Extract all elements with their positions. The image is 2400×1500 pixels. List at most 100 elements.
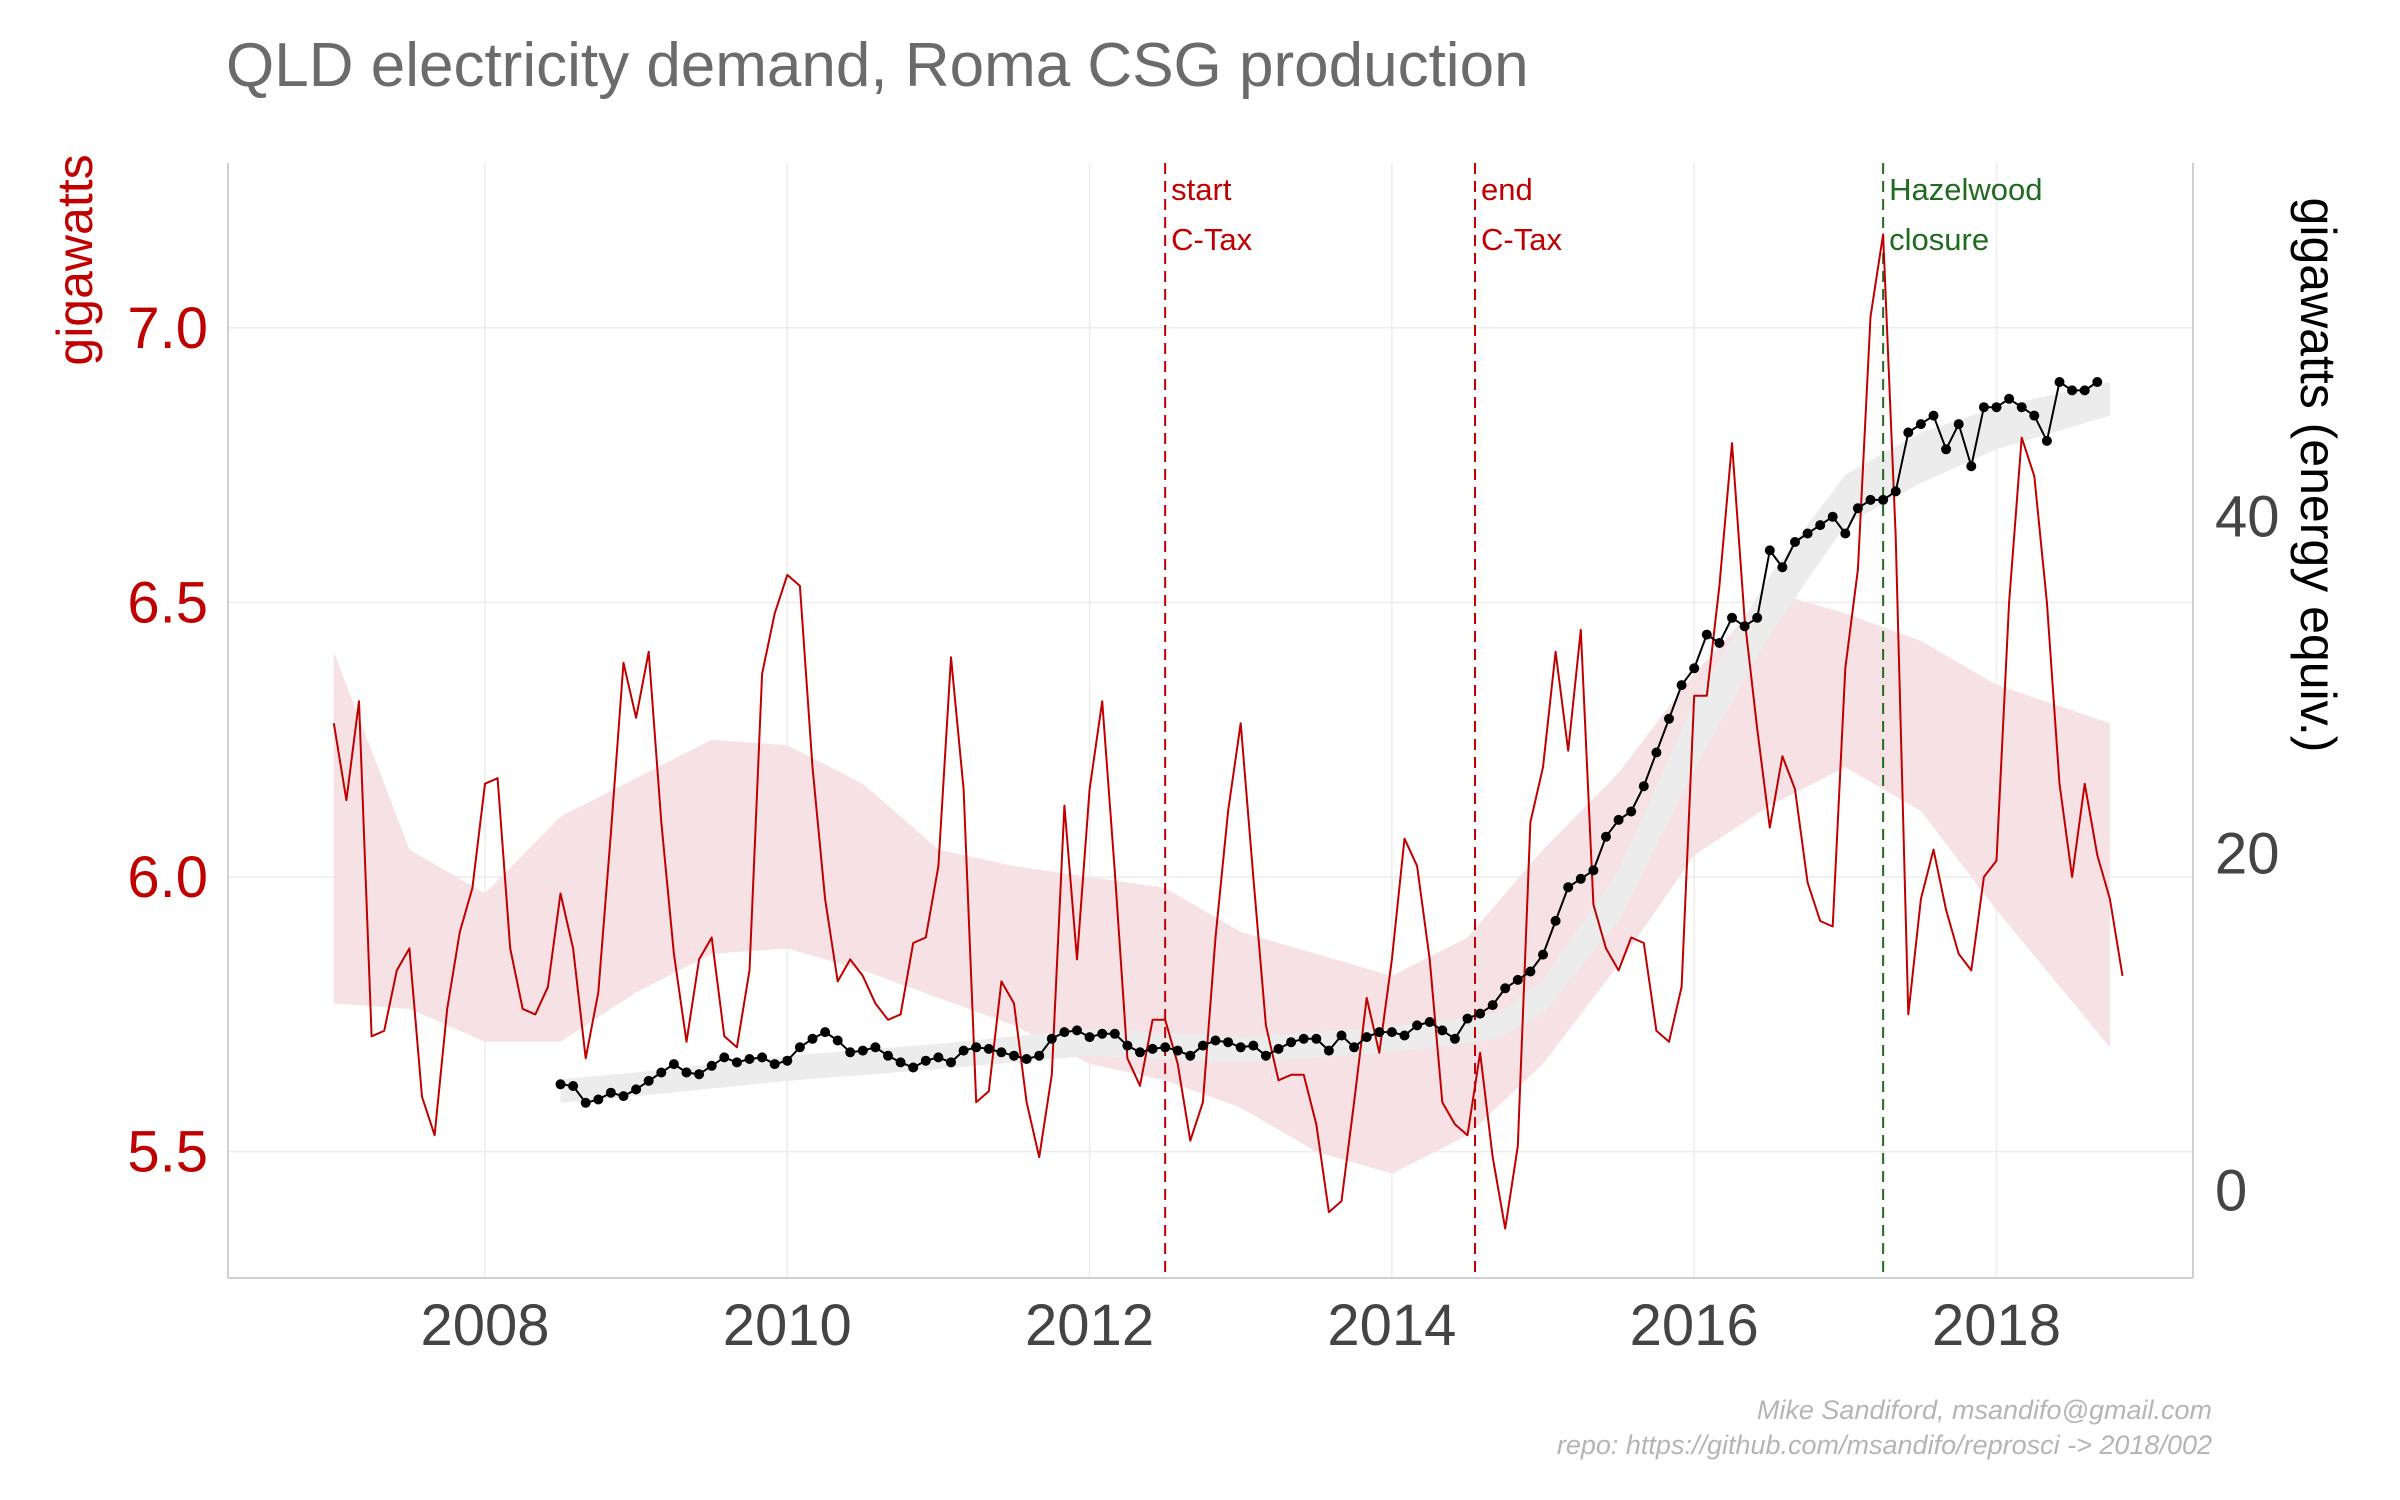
csg-point [1311, 1033, 1322, 1044]
csg-point [568, 1081, 579, 1091]
confidence-bands [333, 382, 2110, 1174]
csg-point [1298, 1033, 1309, 1044]
csg-point [1651, 747, 1662, 758]
csg-point [1386, 1027, 1397, 1038]
csg-point [681, 1067, 692, 1078]
csg-point [794, 1042, 805, 1053]
annotation-label: closure [1889, 222, 1989, 257]
csg-point [1097, 1028, 1108, 1039]
csg-point [1878, 494, 1889, 505]
csg-point [2092, 377, 2103, 387]
annotation-label: end [1481, 172, 1533, 207]
csg-point [946, 1057, 956, 1068]
csg-point [694, 1069, 705, 1080]
csg-point [1676, 680, 1687, 691]
csg-point [1412, 1020, 1423, 1031]
csg-point [1210, 1035, 1221, 1046]
csg-point [656, 1067, 667, 1078]
csg-point [2054, 377, 2065, 387]
csg-point [1034, 1050, 1045, 1061]
csg-point [631, 1084, 642, 1095]
csg-point [1349, 1042, 1360, 1053]
x-tick-label: 2012 [1025, 1293, 1154, 1358]
csg-point [870, 1042, 881, 1053]
csg-point [1046, 1033, 1057, 1044]
csg-point [1475, 1008, 1486, 1019]
y-left-tick-label: 7.0 [127, 296, 208, 361]
csg-point [555, 1079, 566, 1090]
axes: 2008 2010 2012 2014 2016 2018 5.5 6.0 6.5 7.0 0 20 4… [127, 163, 2280, 1358]
csg-point [1059, 1027, 1070, 1038]
csg-point [820, 1027, 831, 1038]
csg-point [1790, 537, 1800, 547]
csg-point [1689, 663, 1700, 674]
csg-point [1764, 545, 1775, 556]
annotation-label: Hazelwood [1889, 172, 2042, 207]
csg-point [1273, 1043, 1284, 1054]
csg-point [1361, 1032, 1372, 1043]
csg-point [1197, 1040, 1208, 1051]
csg-point [731, 1057, 742, 1068]
csg-point [1802, 528, 1813, 539]
csg-point [1777, 562, 1788, 573]
csg-point [1626, 806, 1637, 817]
csg-point [1550, 915, 1561, 926]
csg-point [1827, 511, 1838, 522]
csg-point [1122, 1040, 1133, 1051]
csg-point [1966, 461, 1977, 472]
csg-point [1852, 503, 1863, 514]
csg-point [2079, 385, 2090, 396]
csg-point [643, 1075, 654, 1086]
csg-point [845, 1047, 856, 1058]
csg-point [580, 1097, 591, 1108]
csg-point [2004, 393, 2015, 404]
csg-point [1374, 1027, 1385, 1038]
data-series [332, 233, 2124, 1230]
csg-point [1147, 1043, 1158, 1054]
csg-point [1953, 419, 1964, 430]
csg-point [744, 1054, 755, 1064]
csg-point [1500, 983, 1511, 994]
csg-point [1588, 865, 1599, 876]
csg-point [1890, 486, 1901, 497]
csg-point [1260, 1050, 1271, 1061]
csg-point [782, 1055, 793, 1066]
csg-point [769, 1059, 780, 1070]
csg-point [1286, 1037, 1297, 1048]
csg-point [2067, 385, 2078, 396]
csg-point [857, 1045, 868, 1056]
csg-point [1664, 713, 1674, 724]
csg-point [1525, 966, 1536, 977]
csg-point [1903, 427, 1914, 438]
csg-point [1437, 1025, 1448, 1036]
y-left-tick-label: 6.0 [127, 845, 208, 910]
csg-point [1424, 1017, 1435, 1027]
y-right-tick-label: 40 [2215, 485, 2280, 550]
csg-point [1752, 612, 1763, 623]
csg-point [1991, 402, 2002, 413]
y-left-tick-label: 5.5 [127, 1120, 208, 1185]
csg-point [2029, 410, 2040, 421]
csg-point [1941, 444, 1952, 455]
csg-point [618, 1091, 629, 1102]
csg-point [1323, 1045, 1334, 1056]
csg-point [605, 1087, 616, 1098]
csg-point [996, 1047, 1007, 1058]
repo-credit: repo: https://github.com/msandifo/repros… [1556, 1430, 2212, 1460]
csg-point [1399, 1030, 1410, 1041]
csg-point [807, 1033, 818, 1044]
csg-point [1185, 1050, 1196, 1061]
csg-point [1575, 873, 1586, 884]
csg-point [1613, 814, 1624, 825]
demand-series-line [332, 233, 2124, 1230]
csg-point [719, 1052, 730, 1063]
csg-point [1172, 1045, 1183, 1056]
x-tick-label: 2010 [723, 1293, 852, 1358]
csg-point [1739, 621, 1750, 632]
csg-point [1714, 638, 1725, 648]
csg-point [920, 1055, 931, 1066]
csg-point [1223, 1037, 1234, 1048]
csg-point [706, 1060, 717, 1071]
csg-point [1021, 1054, 1032, 1064]
